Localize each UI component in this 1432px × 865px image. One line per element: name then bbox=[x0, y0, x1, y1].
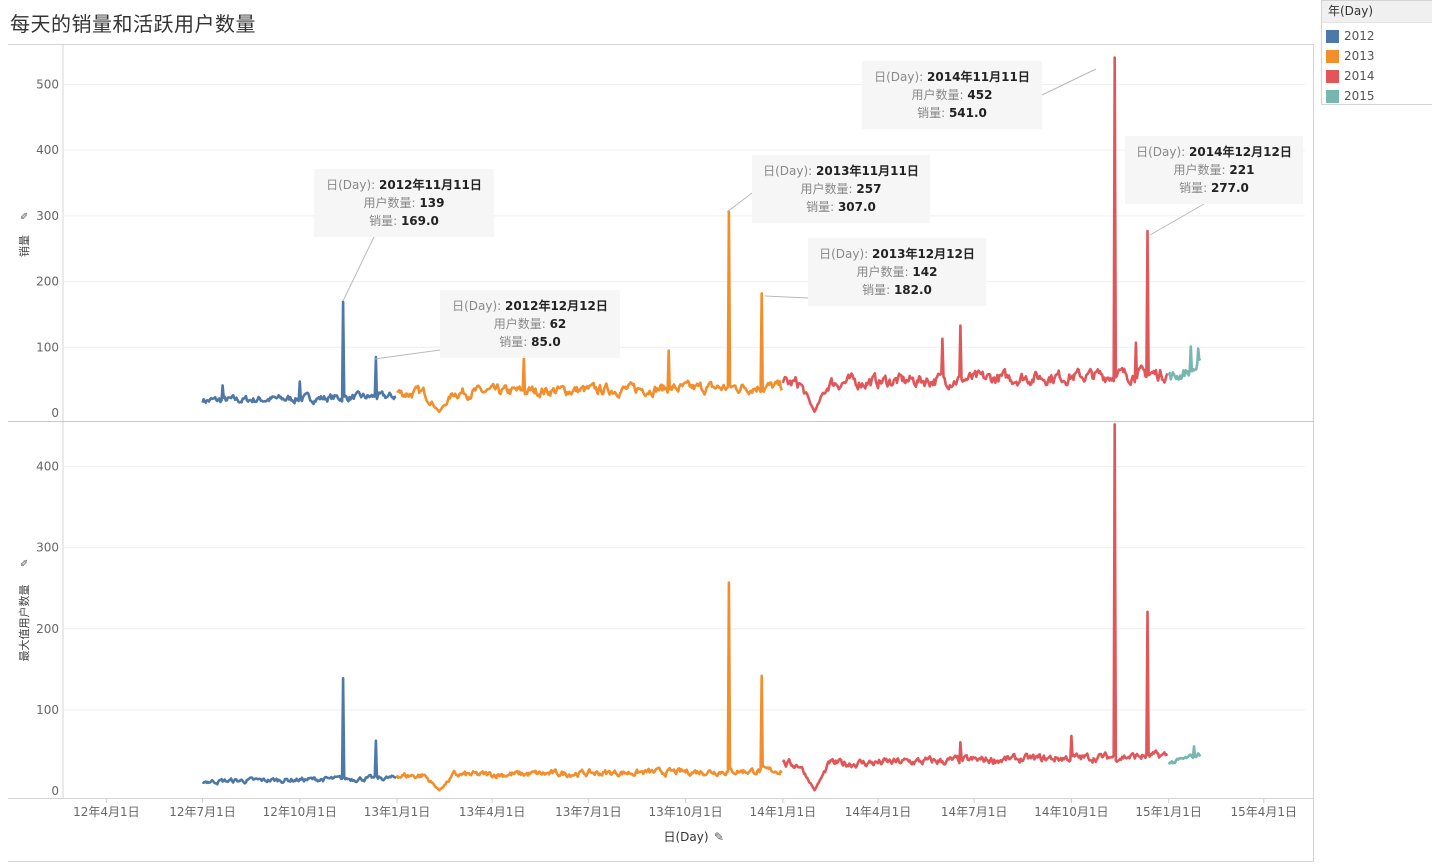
annotation-users: 用户数量: 221 bbox=[1174, 162, 1255, 177]
x-tick-label: 15年4月1日 bbox=[1231, 805, 1298, 819]
annotation-connector bbox=[726, 192, 753, 213]
legend-swatch-2013 bbox=[1326, 49, 1339, 63]
annotation-date: 日(Day): 2013年12月12日 bbox=[819, 246, 975, 261]
annotation-users: 用户数量: 257 bbox=[801, 181, 882, 196]
series-line-2014[interactable] bbox=[781, 423, 1169, 792]
legend-swatch-2014 bbox=[1326, 69, 1339, 83]
annotation-date: 日(Day): 2013年11月11日 bbox=[763, 163, 919, 178]
annotation-sales: 销量: 541.0 bbox=[917, 106, 987, 120]
legend-swatch-2012 bbox=[1326, 29, 1339, 43]
x-tick-label: 13年4月1日 bbox=[459, 805, 526, 819]
annotation-connector bbox=[342, 236, 375, 302]
y-tick-label: 200 bbox=[36, 275, 59, 289]
annotation-connector bbox=[1149, 203, 1205, 236]
legend-label-2015: 2015 bbox=[1344, 89, 1375, 103]
annotation-date: 日(Day): 2014年11月11日 bbox=[874, 69, 1030, 84]
x-tick-label: 13年1月1日 bbox=[364, 805, 431, 819]
annotation-date: 日(Day): 2012年11月11日 bbox=[326, 177, 482, 192]
annotation-connector bbox=[764, 295, 809, 299]
legend-item-2012[interactable]: 2012 bbox=[1322, 26, 1432, 46]
x-axis-label: 日(Day) bbox=[663, 830, 708, 844]
x-tick-label: 14年10月1日 bbox=[1034, 805, 1108, 819]
annotation-date: 日(Day): 2012年12月12日 bbox=[452, 298, 608, 313]
y-tick-label: 100 bbox=[36, 340, 59, 354]
legend-item-2014[interactable]: 2014 bbox=[1322, 66, 1432, 86]
y-tick-label: 400 bbox=[36, 460, 59, 474]
annotation-box[interactable] bbox=[314, 169, 494, 237]
chart-frame: 0 100 200 300 400 500 销量 ✎ 日(Day): 2012年11月11日 用户… bbox=[8, 44, 1314, 862]
series-line-2015[interactable] bbox=[1167, 745, 1202, 765]
annotation-users: 用户数量: 139 bbox=[364, 195, 445, 210]
annotation-sales: 销量: 307.0 bbox=[806, 200, 876, 214]
y-tick-label: 400 bbox=[36, 143, 59, 157]
x-tick-label: 14年4月1日 bbox=[845, 805, 912, 819]
x-tick-label: 15年1月1日 bbox=[1135, 805, 1202, 819]
x-tick-label: 12年10月1日 bbox=[263, 805, 337, 819]
annotation-sales: 销量: 85.0 bbox=[499, 335, 560, 349]
annotation-connector bbox=[1041, 68, 1097, 96]
pin-icon: ✎ bbox=[20, 559, 31, 567]
y-tick-label: 0 bbox=[51, 784, 59, 798]
y-tick-label: 200 bbox=[36, 622, 59, 636]
x-tick-label: 13年10月1日 bbox=[648, 805, 722, 819]
x-tick-label: 12年4月1日 bbox=[73, 805, 140, 819]
annotation-users: 用户数量: 452 bbox=[912, 87, 993, 102]
y-tick-label: 100 bbox=[36, 703, 59, 717]
annotation-box[interactable] bbox=[862, 61, 1042, 129]
annotation-date: 日(Day): 2014年12月12日 bbox=[1136, 144, 1292, 159]
annotation-box[interactable] bbox=[440, 290, 620, 358]
legend-swatch-2015 bbox=[1326, 89, 1339, 103]
annotation-box[interactable] bbox=[752, 155, 930, 223]
legend-label-2012: 2012 bbox=[1344, 29, 1375, 43]
y-axis-label: 销量 bbox=[17, 235, 31, 257]
y-tick-label: 0 bbox=[51, 406, 59, 420]
chart-title: 每天的销量和活跃用户数量 bbox=[10, 12, 256, 36]
annotation-users: 用户数量: 62 bbox=[494, 316, 567, 331]
y-tick-label: 500 bbox=[36, 77, 59, 91]
series-line-2014[interactable] bbox=[781, 56, 1169, 414]
legend-label-2013: 2013 bbox=[1344, 49, 1375, 63]
series-line-2012[interactable] bbox=[201, 676, 397, 786]
series-line-2015[interactable] bbox=[1167, 345, 1202, 381]
legend-item-2015[interactable]: 2015 bbox=[1322, 86, 1432, 106]
y-axis-label: 最大值用户数量 bbox=[17, 585, 31, 662]
x-tick-label: 12年7月1日 bbox=[169, 805, 236, 819]
x-tick-label: 14年7月1日 bbox=[941, 805, 1008, 819]
x-tick-label: 14年1月1日 bbox=[750, 805, 817, 819]
annotation-sales: 销量: 182.0 bbox=[862, 283, 932, 297]
series-line-2013[interactable] bbox=[396, 210, 784, 414]
series-line-2012[interactable] bbox=[201, 300, 397, 406]
annotation-sales: 销量: 277.0 bbox=[1179, 181, 1249, 195]
annotation-users: 用户数量: 142 bbox=[857, 264, 938, 279]
legend-item-2013[interactable]: 2013 bbox=[1322, 46, 1432, 66]
annotation-box[interactable] bbox=[808, 238, 986, 306]
series-line-2013[interactable] bbox=[395, 581, 783, 792]
pin-icon: ✎ bbox=[714, 830, 724, 844]
y-tick-label: 300 bbox=[36, 541, 59, 555]
annotation-connector bbox=[374, 349, 441, 360]
x-tick-label: 13年7月1日 bbox=[555, 805, 622, 819]
annotation-sales: 销量: 169.0 bbox=[369, 214, 439, 228]
y-tick-label: 300 bbox=[36, 209, 59, 223]
legend-title: 年(Day) bbox=[1322, 1, 1432, 23]
pin-icon: ✎ bbox=[20, 212, 31, 220]
legend-label-2014: 2014 bbox=[1344, 69, 1375, 83]
annotation-box[interactable] bbox=[1125, 136, 1303, 204]
legend[interactable]: 年(Day) 2012 2013 2014 2015 bbox=[1321, 0, 1432, 105]
